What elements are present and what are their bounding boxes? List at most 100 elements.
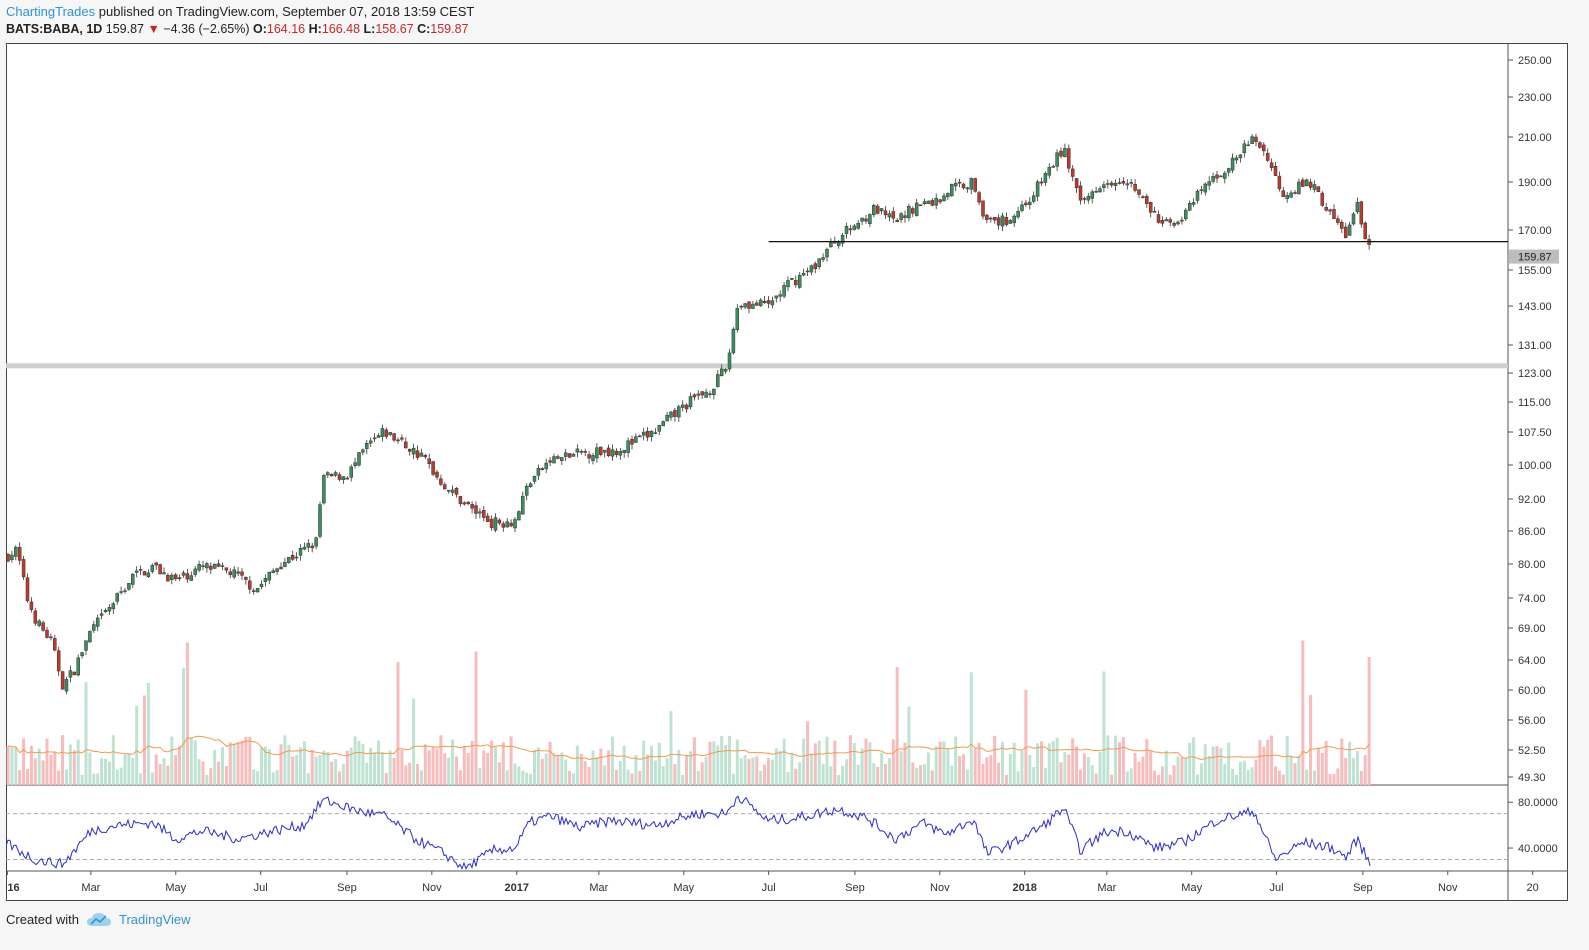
volume-bar — [759, 770, 763, 785]
price-tick-label: 143.00 — [1518, 301, 1552, 313]
candle-body — [158, 564, 162, 575]
symbol-label: BATS:BABA, 1D — [6, 22, 103, 36]
time-tick-label: Mar — [1097, 882, 1116, 894]
candle-body — [688, 396, 693, 408]
volume-bar — [287, 744, 291, 785]
candle-body — [99, 613, 104, 616]
candle-body — [127, 583, 131, 590]
time-tick-label: Sep — [1353, 882, 1373, 894]
volume-bar — [458, 770, 462, 785]
candle-body — [626, 440, 630, 453]
candle-body — [505, 521, 509, 528]
volume-bar — [915, 767, 919, 785]
volume-bar — [1125, 771, 1129, 785]
volume-bar — [1032, 767, 1036, 785]
volume-bar — [673, 764, 677, 785]
volume-bar — [1102, 671, 1106, 785]
price-tick-label: 64.00 — [1518, 655, 1546, 667]
candle-body — [872, 205, 876, 215]
volume-bar — [53, 751, 57, 785]
gray-band-125 — [6, 363, 1508, 369]
volume-bar — [778, 750, 782, 785]
candle-body — [887, 213, 892, 218]
volume-bar — [599, 748, 603, 785]
volume-bar — [1008, 754, 1012, 785]
volume-bar — [829, 766, 833, 785]
candle-body — [606, 447, 611, 457]
candle-body — [1137, 189, 1141, 195]
candle-body — [965, 187, 970, 190]
candle-body — [33, 610, 38, 624]
volume-bar — [369, 747, 373, 785]
candle-body — [162, 572, 166, 575]
volume-bar — [462, 746, 466, 785]
candle-body — [1226, 168, 1231, 173]
candle-body — [349, 466, 353, 478]
volume-bar — [1313, 770, 1316, 785]
volume-bar — [1133, 752, 1137, 785]
volume-bar — [1153, 770, 1157, 785]
volume-bar — [626, 769, 630, 785]
volume-bar — [1160, 766, 1164, 785]
candle-body — [1106, 183, 1110, 185]
candle-body — [1293, 192, 1297, 194]
volume-bar — [334, 759, 338, 785]
candle-body — [251, 590, 256, 592]
price-change: −4.36 (−2.65%) — [163, 22, 250, 36]
candle-body — [610, 449, 615, 457]
volume-bar — [505, 770, 509, 785]
candle-body — [29, 601, 34, 610]
volume-bar — [786, 772, 790, 785]
candle-body — [361, 449, 365, 453]
volume-bar — [837, 774, 841, 785]
candle-body — [68, 670, 73, 678]
volume-bar — [1180, 757, 1184, 785]
candle-body — [961, 183, 966, 189]
volume-bar — [614, 769, 618, 785]
candle-body — [14, 546, 18, 557]
volume-bar — [833, 740, 837, 785]
volume-bar — [1168, 774, 1172, 785]
last-price-tag-label: 159.87 — [1518, 252, 1552, 264]
candle-body — [1004, 217, 1009, 225]
volume-bar — [143, 695, 146, 785]
close-label: C: — [417, 22, 431, 36]
candle-body — [427, 458, 431, 464]
volume-bar — [1305, 769, 1309, 785]
candle-body — [509, 522, 513, 527]
candle-body — [548, 460, 552, 463]
price-chart[interactable]: 250.00 230.00 210.00 190.00 170.00 155.00 143.… — [6, 43, 1568, 901]
candle-body — [1020, 204, 1024, 211]
candle-body — [154, 562, 158, 566]
volume-bar — [1316, 747, 1320, 785]
candle-body — [544, 462, 548, 470]
candle-body — [10, 554, 14, 561]
volume-bar — [338, 771, 341, 785]
volume-bar — [595, 757, 599, 785]
candle-body — [138, 569, 143, 571]
candle-body — [1340, 221, 1344, 229]
candle-body — [365, 443, 369, 450]
volume-bar — [1157, 774, 1160, 785]
candle-body — [21, 559, 26, 578]
candle-body — [591, 455, 595, 461]
volume-bar — [560, 752, 564, 785]
candle-body — [864, 218, 868, 222]
volume-bar — [1301, 640, 1305, 785]
volume-bar — [341, 764, 345, 785]
candle-body — [37, 620, 41, 626]
tradingview-link[interactable]: TradingView — [118, 912, 191, 927]
candle-body — [372, 437, 377, 440]
publish-header: ChartingTrades published on TradingView.… — [6, 4, 474, 19]
candle-body — [1145, 195, 1149, 204]
time-tick-label: Sep — [337, 882, 357, 894]
candle-body — [146, 572, 151, 577]
author-link[interactable]: ChartingTrades — [6, 4, 96, 19]
candle-body — [497, 519, 502, 524]
volume-bar — [490, 740, 494, 785]
candle-body — [536, 467, 541, 476]
volume-bar — [1176, 756, 1180, 785]
volume-bar — [1071, 738, 1075, 785]
time-tick-label: 2017 — [504, 882, 528, 894]
volume-bar — [1231, 768, 1235, 785]
